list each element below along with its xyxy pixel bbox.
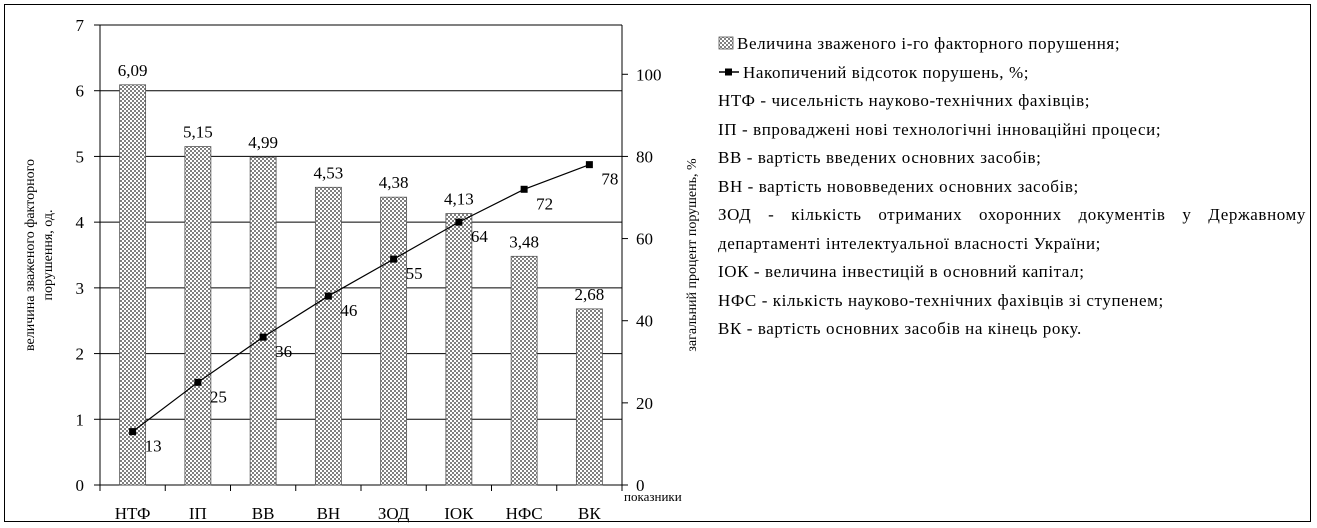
- note: ВВ - вартість введених основних засобів;: [718, 148, 1042, 167]
- legend-symbol: [719, 68, 739, 75]
- line-value-label: 72: [536, 194, 553, 213]
- y-axis-label-line: порушення, од.: [41, 210, 56, 301]
- y-tick-label: 4: [76, 213, 85, 232]
- y-axis-label: величина зваженого факторного порушення, …: [23, 159, 56, 351]
- line-value-label: 64: [471, 227, 489, 246]
- x-tick-label: НТФ: [115, 504, 151, 523]
- y2-tick-label: 40: [636, 312, 653, 331]
- bar: [314, 186, 342, 486]
- line-marker: [129, 428, 137, 436]
- y-tick-label: 1: [76, 410, 85, 429]
- line-marker: [259, 333, 267, 341]
- line-value-label: 55: [406, 264, 423, 283]
- legend-symbol: [718, 36, 734, 50]
- x-tick-label: ВК: [578, 504, 601, 523]
- line-marker: [324, 292, 332, 300]
- y-tick-label: 3: [76, 279, 85, 298]
- bar-value-label: 4,13: [444, 190, 474, 209]
- y-axis-label-line: величина зваженого факторного: [23, 159, 38, 351]
- line-value-label: 78: [601, 170, 618, 189]
- bar: [575, 308, 603, 486]
- note: НТФ - чисельність науково-технічних фахі…: [718, 91, 1091, 110]
- bar: [380, 196, 408, 486]
- y-tick-label: 5: [76, 147, 85, 166]
- bar-value-label: 5,15: [183, 123, 213, 142]
- legend-label: Величина зваженого і-го факторного поруш…: [737, 34, 1121, 53]
- note: ЗОД - кількість отриманих охоронних доку…: [718, 205, 1306, 253]
- x-axis-label: показники: [624, 489, 682, 504]
- bar-value-label: 4,99: [248, 133, 278, 152]
- note: ВК - вартість основних засобів на кінець…: [718, 319, 1082, 338]
- frame: [4, 4, 1311, 522]
- x-tick-label: ЗОД: [378, 504, 410, 523]
- line-marker: [390, 255, 398, 263]
- line-value-label: 13: [145, 437, 162, 456]
- bar: [445, 213, 473, 486]
- legend: Величина зваженого і-го факторного поруш…: [718, 30, 1306, 344]
- cumulative-line: [132, 164, 590, 433]
- line-value-label: 36: [275, 342, 292, 361]
- y2-tick-label: 20: [636, 394, 653, 413]
- bar-value-label: 4,53: [314, 163, 344, 182]
- y-tick-label: 6: [76, 82, 85, 101]
- note: ІП - впроваджені нові технологічні іннов…: [718, 119, 1162, 139]
- y2-axis-label: загальний процент порушень, %: [685, 158, 700, 352]
- x-tick-label: ІОК: [444, 504, 474, 523]
- line-value-label: 25: [210, 387, 227, 406]
- note: НФС - кількість науково-технічних фахівц…: [718, 290, 1164, 310]
- x-tick-label: ІП: [189, 504, 207, 523]
- bar: [184, 146, 212, 486]
- y-tick-label: 2: [76, 345, 85, 364]
- bar-value-label: 3,48: [509, 232, 539, 251]
- chart: 0 1 2 3 4 5 6 7 0 20 40 60 80 100 НТФ 6,09 ІП 5,15 ВВ 4,99 В…: [23, 16, 700, 523]
- y-tick-label: 7: [76, 16, 85, 35]
- y2-tick-label: 0: [636, 476, 645, 495]
- y2-tick-label: 100: [636, 65, 662, 84]
- note: ІОК - величина інвестицій в основний кап…: [718, 262, 1085, 281]
- line-marker: [194, 378, 202, 386]
- bar: [249, 156, 277, 486]
- bar-value-label: 4,38: [379, 173, 409, 192]
- y2-tick-label: 60: [636, 230, 653, 249]
- bar-value-label: 6,09: [118, 61, 148, 80]
- y-tick-label: 0: [76, 476, 85, 495]
- x-tick-label: ВН: [317, 504, 341, 523]
- legend-item: Накопичений відсоток порушень, %;: [718, 59, 1306, 88]
- note: ВН - вартість нововведених основних засо…: [718, 176, 1079, 196]
- line-marker: [585, 161, 593, 169]
- line-marker: [455, 218, 463, 226]
- x-tick-label: НФС: [506, 504, 543, 523]
- line-marker: [520, 185, 528, 193]
- y2-tick-label: 80: [636, 147, 653, 166]
- bar-value-label: 2,68: [575, 285, 605, 304]
- legend-label: Накопичений відсоток порушень, %;: [743, 62, 1030, 82]
- bar: [510, 255, 538, 486]
- legend-item: Величина зваженого і-го факторного поруш…: [718, 30, 1306, 59]
- x-tick-label: ВВ: [252, 504, 275, 523]
- bar: [119, 84, 147, 486]
- line-value-label: 46: [340, 301, 357, 320]
